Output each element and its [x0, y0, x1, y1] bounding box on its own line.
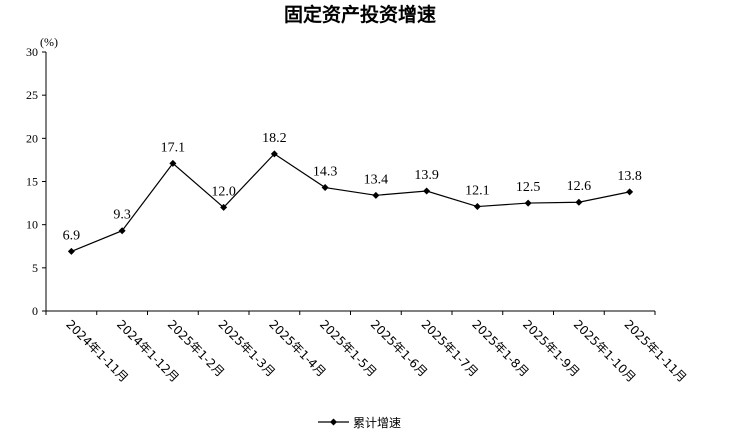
data-label: 12.1 — [465, 184, 490, 199]
y-tick-label: 5 — [32, 261, 38, 275]
data-label: 13.8 — [617, 169, 642, 184]
data-point-marker — [575, 198, 583, 206]
data-label: 18.2 — [262, 131, 287, 146]
legend-marker-icon — [330, 418, 337, 426]
data-label: 12.5 — [516, 180, 541, 195]
data-point-marker — [270, 150, 278, 158]
y-tick-label: 25 — [26, 88, 38, 102]
y-tick-label: 30 — [26, 45, 38, 59]
data-label: 12.0 — [211, 184, 236, 199]
data-point-marker — [524, 199, 532, 207]
y-tick-label: 20 — [26, 131, 38, 145]
data-point-marker — [321, 184, 329, 192]
x-axis-ticks: 2024年1-11月2024年1-12月2025年1-2月2025年1-3月20… — [45, 311, 689, 385]
y-tick-label: 15 — [26, 175, 38, 189]
chart-title: 固定资产投资增速 — [284, 3, 436, 26]
data-label: 13.4 — [364, 172, 389, 187]
legend-label: 累计增速 — [353, 416, 401, 430]
data-point-marker — [220, 203, 228, 211]
series-markers — [67, 150, 634, 255]
y-axis-unit: (%) — [40, 35, 58, 49]
y-tick-label: 0 — [32, 304, 38, 318]
y-axis-ticks: 0 5 10 15 20 25 30 — [26, 45, 46, 318]
data-point-marker — [423, 187, 431, 195]
data-point-marker — [626, 188, 634, 196]
data-point-marker — [169, 159, 177, 167]
y-tick-label: 10 — [26, 218, 38, 232]
data-point-marker — [473, 203, 481, 211]
data-label: 17.1 — [161, 140, 186, 155]
series-line — [71, 153, 630, 252]
data-label: 13.9 — [414, 168, 439, 183]
data-label: 14.3 — [313, 165, 338, 180]
series-polyline — [71, 153, 630, 252]
data-labels: 6.9 9.3 17.1 12.0 18.2 14.3 13.4 13.9 12.1 12.5 12… — [63, 131, 642, 244]
data-point-marker — [372, 191, 380, 199]
data-point-marker — [118, 227, 126, 235]
data-label: 12.6 — [567, 179, 592, 194]
legend: 累计增速 — [318, 416, 401, 430]
data-label: 9.3 — [113, 208, 131, 223]
data-label: 6.9 — [63, 228, 81, 243]
axes — [45, 52, 655, 312]
data-point-marker — [67, 247, 75, 255]
